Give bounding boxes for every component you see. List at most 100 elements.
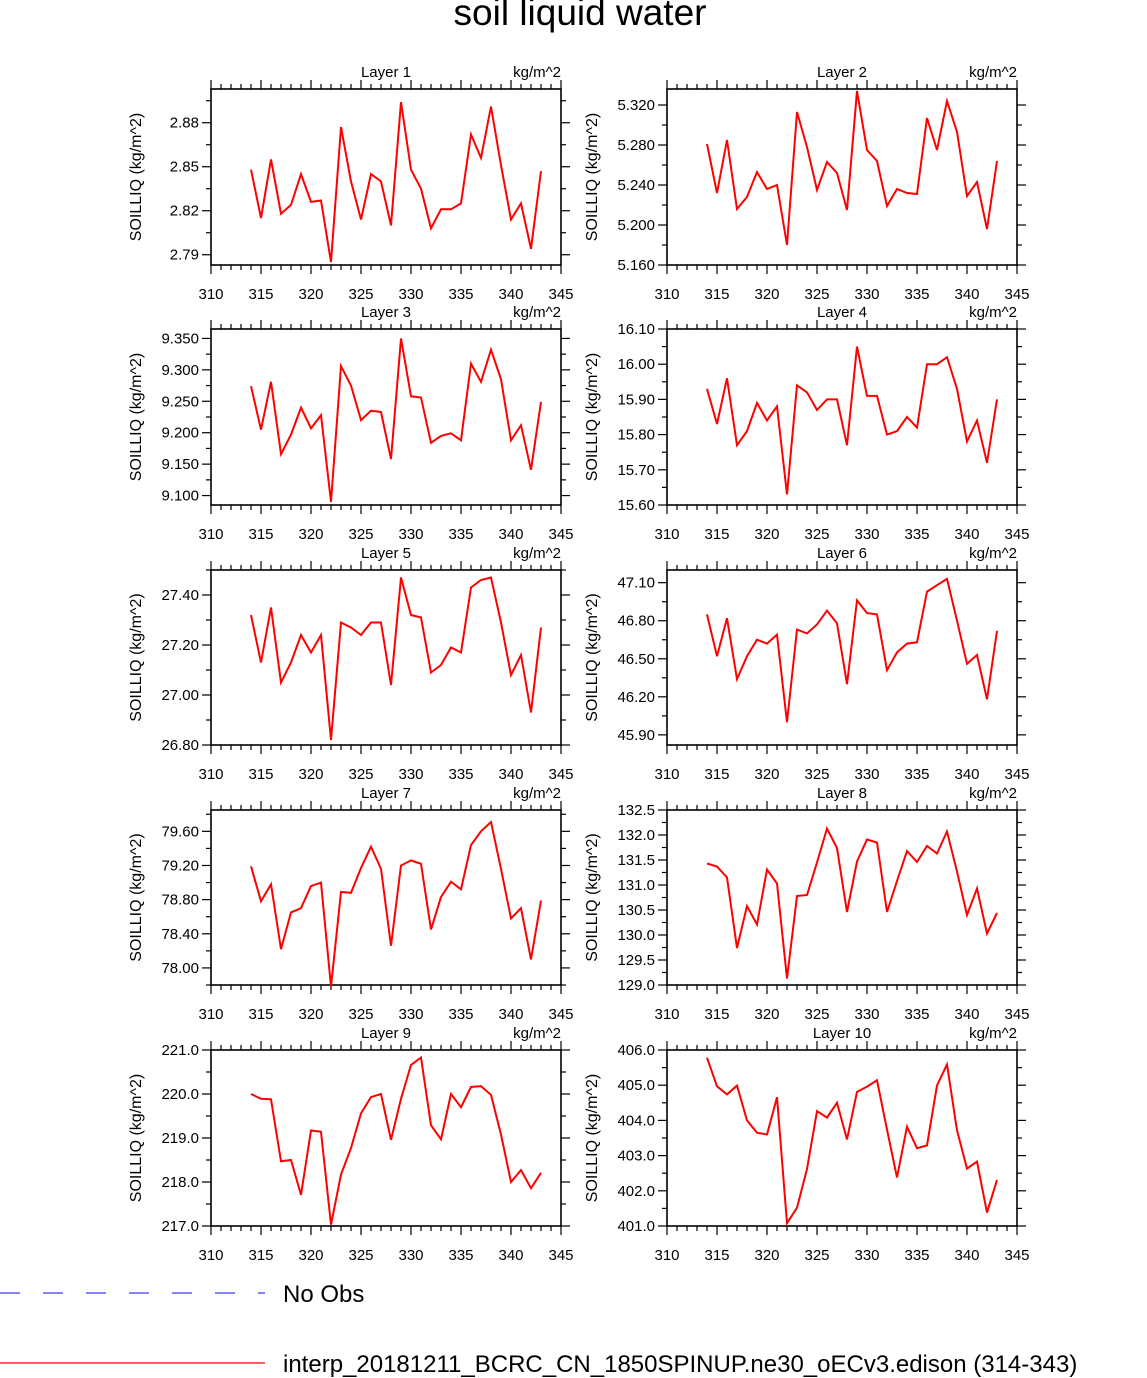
x-tick-label: 340 xyxy=(498,1006,523,1023)
y-tick-label: 47.10 xyxy=(617,575,655,592)
x-tick-label: 335 xyxy=(448,286,473,303)
x-tick-label: 325 xyxy=(804,766,829,783)
plot-frame xyxy=(666,809,1018,986)
x-tick-label: 330 xyxy=(398,526,423,543)
y-tick-label: 218.0 xyxy=(161,1174,199,1191)
series-line xyxy=(706,825,998,979)
x-tick-label: 335 xyxy=(904,286,929,303)
y-axis-label: SOILLIQ (kg/m^2) xyxy=(584,833,601,961)
y-tick-label: 78.00 xyxy=(161,960,199,977)
panel-units: kg/m^2 xyxy=(969,64,1017,81)
x-tick-label: 330 xyxy=(398,286,423,303)
x-tick-label: 325 xyxy=(804,526,829,543)
y-tick-label: 5.320 xyxy=(617,97,655,114)
x-tick-label: 345 xyxy=(548,526,573,543)
panel-units: kg/m^2 xyxy=(969,1025,1017,1042)
x-tick-label: 345 xyxy=(1004,1006,1029,1023)
y-axis-label: SOILLIQ (kg/m^2) xyxy=(128,833,145,961)
panel-title: Layer 3 xyxy=(361,304,411,321)
series-line xyxy=(250,820,542,987)
x-tick-label: 325 xyxy=(348,526,373,543)
x-tick-label: 310 xyxy=(654,766,679,783)
x-tick-label: 310 xyxy=(198,1006,223,1023)
y-axis-label: SOILLIQ (kg/m^2) xyxy=(584,113,601,241)
x-tick-label: 315 xyxy=(248,1006,273,1023)
y-axis-label: SOILLIQ (kg/m^2) xyxy=(128,593,145,721)
chart-panel-7: 310 315 320 325 330 335 340 345 78.00 78.40 78.80 7… xyxy=(128,785,574,1023)
y-tick-label: 46.20 xyxy=(617,689,655,706)
y-tick-label: 129.0 xyxy=(617,977,655,994)
x-tick-label: 345 xyxy=(1004,526,1029,543)
legend: No Obs interp_20181211_BCRC_CN_1850SPINUP… xyxy=(0,1281,1077,1378)
y-tick-label: 405.0 xyxy=(617,1077,655,1094)
panel-title: Layer 5 xyxy=(361,545,411,562)
y-tick-label: 15.60 xyxy=(617,497,655,514)
x-tick-label: 315 xyxy=(704,286,729,303)
y-tick-label: 15.70 xyxy=(617,462,655,479)
series-line xyxy=(706,577,998,723)
series-line xyxy=(250,338,542,503)
x-tick-label: 335 xyxy=(904,1006,929,1023)
x-tick-label: 325 xyxy=(348,286,373,303)
panel-units: kg/m^2 xyxy=(969,785,1017,802)
y-tick-label: 27.20 xyxy=(161,637,199,654)
y-tick-label: 2.85 xyxy=(170,159,199,176)
x-tick-label: 340 xyxy=(498,286,523,303)
x-tick-label: 320 xyxy=(298,766,323,783)
x-tick-label: 320 xyxy=(298,286,323,303)
plot-frame xyxy=(666,88,1018,266)
y-tick-label: 219.0 xyxy=(161,1130,199,1147)
x-tick-label: 345 xyxy=(548,766,573,783)
x-tick-label: 325 xyxy=(348,1247,373,1264)
x-tick-label: 330 xyxy=(854,1006,879,1023)
panel-title: Layer 6 xyxy=(817,545,867,562)
series-line xyxy=(250,576,542,741)
chart-panel-2: 310 315 320 325 330 335 340 345 5.160 5.200 5.240 5… xyxy=(584,64,1030,303)
y-tick-label: 221.0 xyxy=(161,1042,199,1059)
x-tick-label: 345 xyxy=(1004,766,1029,783)
x-tick-label: 325 xyxy=(348,1006,373,1023)
panel-title: Layer 10 xyxy=(813,1025,871,1042)
x-tick-label: 325 xyxy=(804,1006,829,1023)
x-tick-label: 345 xyxy=(1004,286,1029,303)
x-tick-label: 315 xyxy=(704,1006,729,1023)
y-tick-label: 130.5 xyxy=(617,902,655,919)
y-tick-label: 46.80 xyxy=(617,613,655,630)
y-tick-label: 9.150 xyxy=(161,456,199,473)
y-tick-label: 46.50 xyxy=(617,651,655,668)
y-tick-label: 220.0 xyxy=(161,1086,199,1103)
y-axis-label: SOILLIQ (kg/m^2) xyxy=(128,1074,145,1202)
x-tick-label: 320 xyxy=(754,1006,779,1023)
plot-frame xyxy=(666,1049,1018,1227)
y-axis-label: SOILLIQ (kg/m^2) xyxy=(584,353,601,481)
panel-title: Layer 4 xyxy=(817,304,867,321)
panel-units: kg/m^2 xyxy=(513,64,561,81)
y-tick-label: 217.0 xyxy=(161,1218,199,1235)
y-tick-label: 5.200 xyxy=(617,217,655,234)
x-tick-label: 330 xyxy=(854,526,879,543)
x-tick-label: 310 xyxy=(654,1247,679,1264)
x-tick-label: 340 xyxy=(498,766,523,783)
plot-frame xyxy=(666,569,1018,746)
x-tick-label: 310 xyxy=(198,286,223,303)
y-tick-label: 15.90 xyxy=(617,391,655,408)
x-tick-label: 335 xyxy=(904,766,929,783)
x-tick-label: 335 xyxy=(904,526,929,543)
y-tick-label: 2.79 xyxy=(170,247,199,264)
x-tick-label: 320 xyxy=(754,526,779,543)
x-tick-label: 330 xyxy=(854,1247,879,1264)
x-tick-label: 320 xyxy=(298,1247,323,1264)
x-tick-label: 345 xyxy=(1004,1247,1029,1264)
x-tick-label: 340 xyxy=(498,1247,523,1264)
y-tick-label: 132.5 xyxy=(617,802,655,819)
y-tick-label: 78.40 xyxy=(161,926,199,943)
y-tick-label: 26.80 xyxy=(161,737,199,754)
x-tick-label: 345 xyxy=(548,1247,573,1264)
panel-title: Layer 8 xyxy=(817,785,867,802)
figure-title: soil liquid water xyxy=(453,0,707,33)
y-axis-label: SOILLIQ (kg/m^2) xyxy=(584,593,601,721)
plot-frame xyxy=(210,809,562,986)
x-tick-label: 315 xyxy=(704,766,729,783)
x-tick-label: 325 xyxy=(348,766,373,783)
series-line xyxy=(250,102,542,263)
